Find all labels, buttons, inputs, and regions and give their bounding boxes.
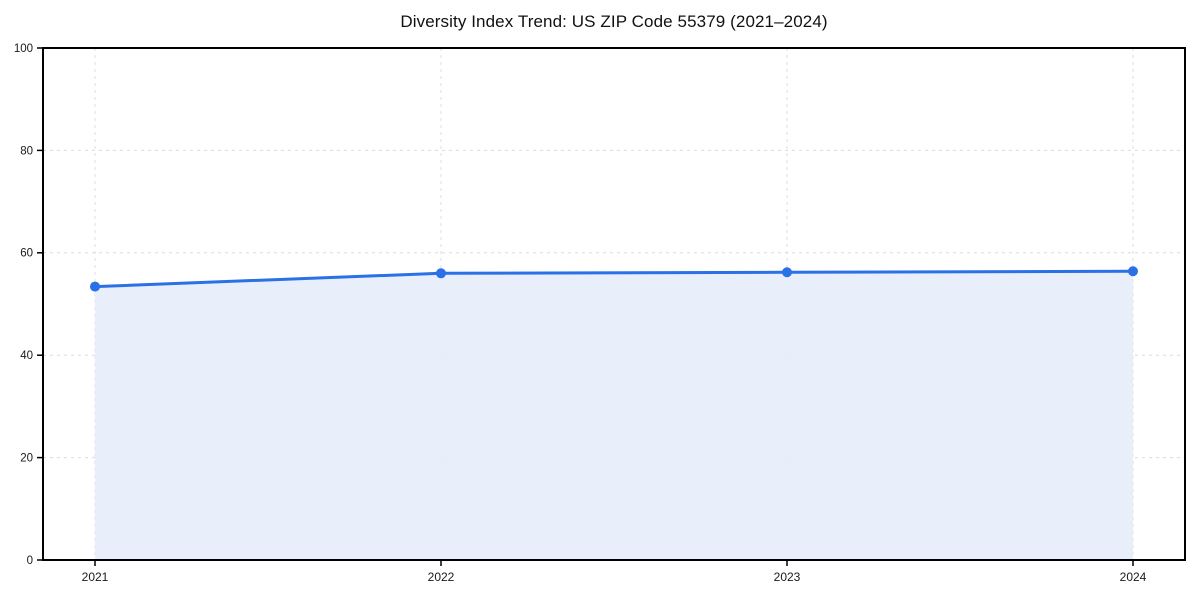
data-point-2022: [436, 268, 446, 279]
area-fill: [95, 271, 1133, 560]
y-tick-label: 100: [14, 43, 33, 55]
data-point-2023: [782, 267, 792, 278]
data-point-2024: [1128, 266, 1138, 277]
x-tick-label: 2024: [1120, 570, 1147, 584]
x-tick-label: 2021: [82, 570, 109, 584]
x-tick-label: 2022: [428, 570, 455, 584]
y-tick-label: 0: [27, 555, 33, 567]
y-tick-label: 80: [20, 145, 33, 157]
y-tick-label: 20: [20, 453, 33, 465]
plot-border: [42, 47, 1186, 561]
trend-line: [93, 269, 1135, 289]
x-tick-label: 2023: [774, 570, 801, 584]
y-tick-label: 40: [20, 350, 33, 362]
y-tick-label: 60: [20, 248, 33, 260]
chart-title: Diversity Index Trend: US ZIP Code 55379…: [400, 12, 828, 31]
data-point-2021: [90, 281, 100, 292]
